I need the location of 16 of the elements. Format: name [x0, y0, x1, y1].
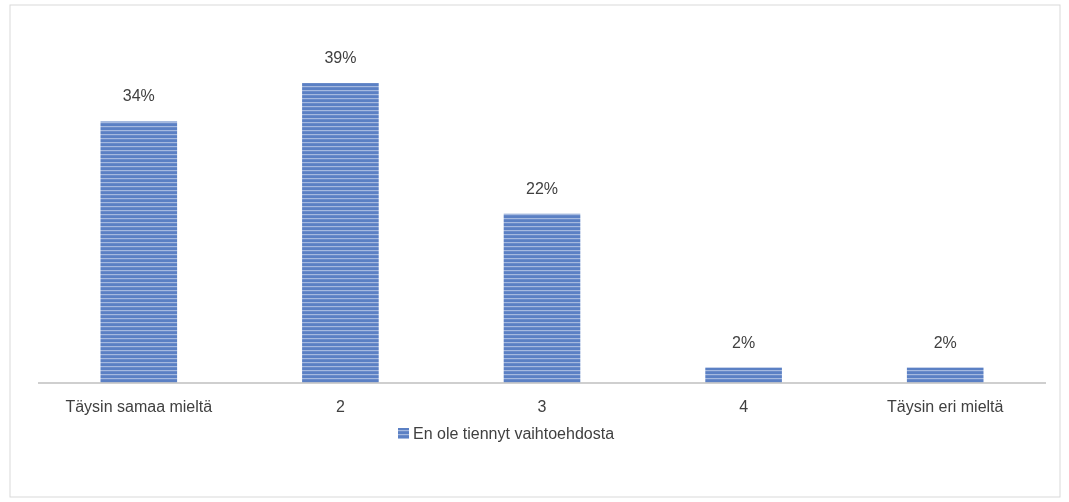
- bar: [906, 367, 984, 383]
- legend-label: En ole tiennyt vaihtoehdosta: [413, 425, 615, 442]
- x-tick-label: 4: [739, 398, 749, 415]
- x-tick-label: Täysin eri mieltä: [886, 398, 1004, 415]
- bar: [302, 83, 379, 383]
- bar: [100, 121, 178, 383]
- data-label: 39%: [324, 49, 357, 66]
- x-tick-label: 3: [537, 398, 547, 415]
- bar: [503, 213, 581, 383]
- data-label: 2%: [732, 333, 756, 351]
- data-label: 2%: [933, 333, 957, 351]
- data-label: 34%: [122, 87, 155, 105]
- bar: [705, 367, 782, 383]
- x-tick-label: 2: [335, 398, 345, 415]
- data-label: 22%: [525, 179, 559, 197]
- x-tick-label: Täysin samaa mieltä: [65, 398, 213, 415]
